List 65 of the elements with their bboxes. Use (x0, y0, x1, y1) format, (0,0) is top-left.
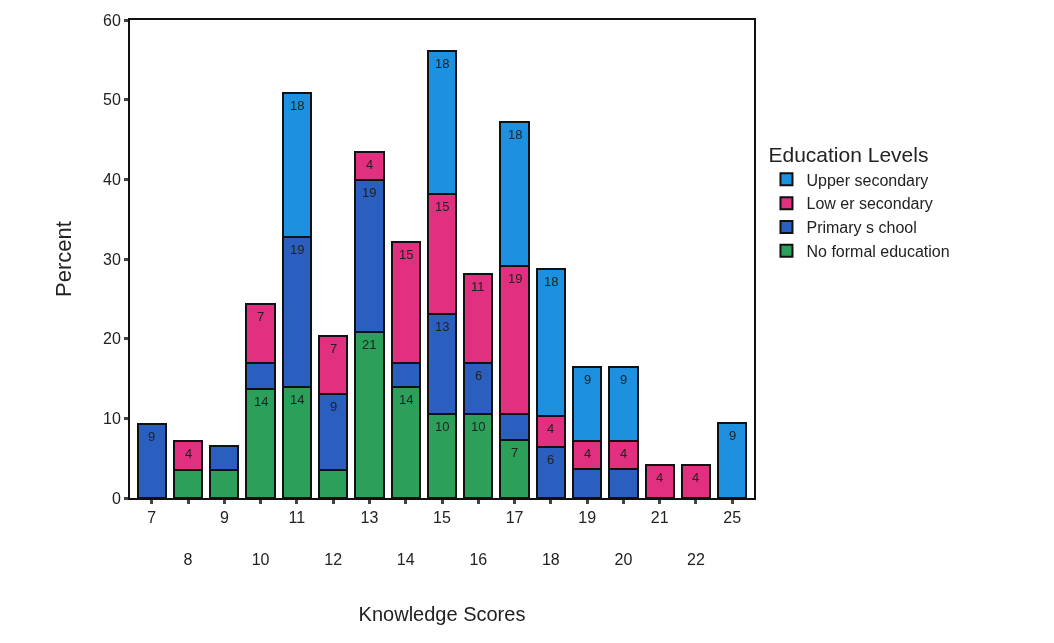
data-label: 15 (399, 247, 414, 262)
data-label: 19 (290, 242, 305, 257)
x-tick-label: 15 (433, 509, 451, 527)
data-label: 14 (399, 392, 414, 407)
data-label: 9 (620, 372, 628, 387)
x-tick-label: 14 (396, 550, 415, 568)
data-label: 14 (290, 392, 305, 407)
y-tick-label: 10 (103, 409, 121, 427)
y-tick-label: 30 (103, 250, 121, 268)
data-label: 15 (435, 199, 450, 214)
legend-label: Primary s chool (806, 219, 917, 237)
x-tick-label: 7 (147, 509, 157, 527)
data-label: 9 (148, 429, 156, 444)
x-tick-label: 25 (723, 509, 742, 527)
x-tick-label: 22 (687, 550, 705, 568)
data-label: 19 (508, 271, 523, 286)
data-label: 4 (656, 470, 664, 485)
x-tick-label: 19 (578, 509, 597, 527)
data-label: 18 (544, 274, 559, 289)
data-label: 11 (471, 279, 485, 294)
x-tick-label: 20 (614, 550, 633, 568)
x-tick-label: 21 (650, 509, 669, 527)
data-label: 9 (729, 428, 737, 443)
x-tick-label: 12 (324, 550, 343, 568)
data-label: 4 (366, 157, 374, 172)
data-label: 7 (330, 341, 338, 356)
x-tick-label: 9 (219, 509, 229, 527)
data-label: 9 (584, 372, 592, 387)
data-label: 18 (508, 127, 523, 142)
y-tick-label: 40 (103, 170, 121, 188)
data-label: 13 (435, 319, 450, 334)
y-tick-label: 50 (103, 91, 121, 109)
data-label: 18 (290, 98, 305, 113)
legend-label: Low er secondary (806, 195, 933, 213)
y-axis-title: Percent (51, 221, 77, 297)
data-label: 6 (547, 452, 555, 467)
y-tick-label: 0 (111, 489, 121, 507)
legend-label: No formal education (806, 242, 950, 260)
legend-label: Upper secondary (806, 171, 929, 189)
y-tick-label: 20 (103, 330, 121, 348)
data-label: 7 (257, 309, 265, 324)
data-label: 19 (362, 185, 377, 200)
x-tick-label: 13 (360, 509, 379, 527)
data-label: 21 (362, 337, 377, 352)
data-label: 6 (475, 368, 483, 383)
data-label: 10 (435, 419, 450, 434)
x-tick-label: 8 (183, 550, 193, 568)
data-label: 4 (584, 446, 592, 461)
data-label: 14 (254, 394, 269, 409)
data-label: 10 (471, 419, 486, 434)
x-tick-label: 18 (541, 550, 560, 568)
data-label: 4 (620, 446, 628, 461)
data-label: 9 (330, 399, 338, 414)
data-label: 18 (435, 56, 450, 71)
data-label: 4 (692, 470, 700, 485)
x-tick-label: 11 (288, 509, 306, 527)
x-axis-title: Knowledge Scores (358, 602, 526, 625)
x-tick-label: 17 (505, 509, 524, 527)
legend-title: Education Levels (768, 143, 929, 167)
data-label: 4 (547, 421, 555, 436)
x-tick-label: 16 (469, 550, 488, 568)
y-tick-label: 60 (103, 11, 121, 29)
data-label: 4 (185, 446, 193, 461)
data-label: 7 (511, 445, 519, 460)
x-tick-label: 10 (251, 550, 270, 568)
